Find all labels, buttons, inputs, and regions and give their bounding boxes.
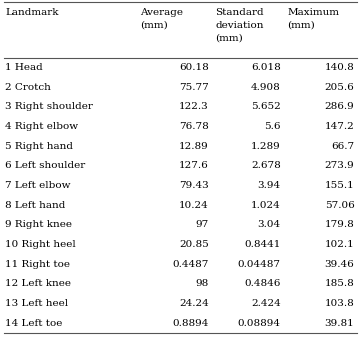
Text: 0.8894: 0.8894	[173, 319, 209, 327]
Text: 2 Crotch: 2 Crotch	[5, 83, 51, 92]
Text: (mm): (mm)	[215, 34, 243, 43]
Text: Standard: Standard	[215, 8, 264, 17]
Text: 3 Right shoulder: 3 Right shoulder	[5, 102, 93, 111]
Text: 9 Right knee: 9 Right knee	[5, 220, 73, 229]
Text: Landmark: Landmark	[5, 8, 59, 17]
Text: 75.77: 75.77	[179, 83, 209, 92]
Text: 12 Left knee: 12 Left knee	[5, 279, 71, 288]
Text: 2.424: 2.424	[251, 299, 281, 308]
Text: 0.04487: 0.04487	[238, 260, 281, 268]
Text: Maximum: Maximum	[287, 8, 339, 17]
Text: 3.94: 3.94	[258, 181, 281, 190]
Text: 10 Right heel: 10 Right heel	[5, 240, 76, 249]
Text: 5.6: 5.6	[264, 122, 281, 131]
Text: 24.24: 24.24	[179, 299, 209, 308]
Text: 11 Right toe: 11 Right toe	[5, 260, 70, 268]
Text: 13 Left heel: 13 Left heel	[5, 299, 69, 308]
Text: 76.78: 76.78	[179, 122, 209, 131]
Text: 0.08894: 0.08894	[238, 319, 281, 327]
Text: 5 Right hand: 5 Right hand	[5, 142, 73, 151]
Text: 12.89: 12.89	[179, 142, 209, 151]
Text: 1 Head: 1 Head	[5, 63, 43, 72]
Text: deviation: deviation	[215, 21, 264, 30]
Text: 5.652: 5.652	[251, 102, 281, 111]
Text: 6 Left shoulder: 6 Left shoulder	[5, 161, 86, 170]
Text: 39.81: 39.81	[325, 319, 354, 327]
Text: (mm): (mm)	[140, 21, 168, 30]
Text: 3.04: 3.04	[258, 220, 281, 229]
Text: 20.85: 20.85	[179, 240, 209, 249]
Text: (mm): (mm)	[287, 21, 315, 30]
Text: 185.8: 185.8	[325, 279, 354, 288]
Text: 4 Right elbow: 4 Right elbow	[5, 122, 79, 131]
Text: 0.8441: 0.8441	[244, 240, 281, 249]
Text: Average: Average	[140, 8, 183, 17]
Text: 103.8: 103.8	[325, 299, 354, 308]
Text: 4.908: 4.908	[251, 83, 281, 92]
Text: 14 Left toe: 14 Left toe	[5, 319, 63, 327]
Text: 147.2: 147.2	[325, 122, 354, 131]
Text: 1.289: 1.289	[251, 142, 281, 151]
Text: 205.6: 205.6	[325, 83, 354, 92]
Text: 6.018: 6.018	[251, 63, 281, 72]
Text: 60.18: 60.18	[179, 63, 209, 72]
Text: 2.678: 2.678	[251, 161, 281, 170]
Text: 0.4846: 0.4846	[244, 279, 281, 288]
Text: 98: 98	[196, 279, 209, 288]
Text: 7 Left elbow: 7 Left elbow	[5, 181, 71, 190]
Text: 97: 97	[196, 220, 209, 229]
Text: 286.9: 286.9	[325, 102, 354, 111]
Text: 122.3: 122.3	[179, 102, 209, 111]
Text: 8 Left hand: 8 Left hand	[5, 201, 66, 210]
Text: 39.46: 39.46	[325, 260, 354, 268]
Text: 0.4487: 0.4487	[173, 260, 209, 268]
Text: 57.06: 57.06	[325, 201, 354, 210]
Text: 10.24: 10.24	[179, 201, 209, 210]
Text: 140.8: 140.8	[325, 63, 354, 72]
Text: 273.9: 273.9	[325, 161, 354, 170]
Text: 155.1: 155.1	[325, 181, 354, 190]
Text: 79.43: 79.43	[179, 181, 209, 190]
Text: 179.8: 179.8	[325, 220, 354, 229]
Text: 1.024: 1.024	[251, 201, 281, 210]
Text: 102.1: 102.1	[325, 240, 354, 249]
Text: 127.6: 127.6	[179, 161, 209, 170]
Text: 66.7: 66.7	[331, 142, 354, 151]
